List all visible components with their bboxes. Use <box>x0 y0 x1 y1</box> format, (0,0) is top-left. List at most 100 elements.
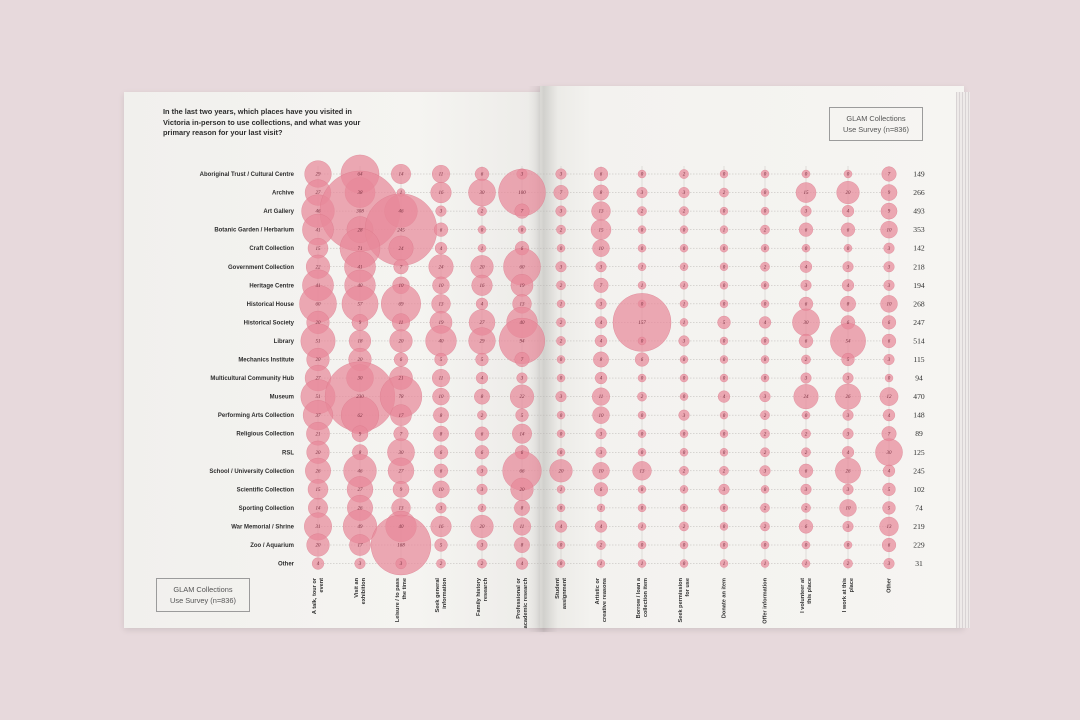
data-bubble <box>679 373 689 383</box>
bubble-value: 4 <box>481 377 484 382</box>
data-bubble <box>801 244 811 253</box>
bubble-value: 0 <box>888 377 891 382</box>
column-label: Professional or academic research <box>516 577 529 628</box>
bubble-value: 30 <box>480 191 486 196</box>
data-bubble <box>801 559 811 568</box>
data-bubble <box>556 485 566 494</box>
bubble-value: 20 <box>316 321 322 326</box>
data-bubble <box>679 485 689 494</box>
data-bubble <box>349 534 371 556</box>
bubble-value: 3 <box>888 358 891 363</box>
bubble-value: 26 <box>316 469 322 474</box>
bubble-value: 0 <box>560 377 563 382</box>
bubble-value: 3 <box>847 414 850 419</box>
column-label-line: Leisure / to pass <box>395 578 401 622</box>
bubble-value: 41 <box>358 265 363 270</box>
bubble-value: 20 <box>559 469 565 474</box>
data-bubble <box>719 187 729 198</box>
data-bubble <box>843 558 853 569</box>
data-bubble <box>678 409 690 421</box>
bubble-value: 1 <box>560 302 563 307</box>
data-bubble <box>593 482 609 497</box>
bubble-value: 2 <box>440 562 443 567</box>
row-total: 353 <box>913 225 925 234</box>
bubble-value: 1 <box>560 488 563 493</box>
bubble-value: 1 <box>600 562 603 567</box>
bubble-value: 2 <box>560 340 563 345</box>
data-bubble <box>433 463 449 478</box>
bubble-value: 4 <box>847 451 850 456</box>
data-bubble <box>637 448 647 457</box>
bubble-value: 30 <box>887 451 893 456</box>
row-total: 245 <box>913 466 925 475</box>
bubble-value: 0 <box>683 562 686 567</box>
bubble-value: 11 <box>599 395 604 400</box>
data-bubble <box>719 169 729 179</box>
bubble-value: 8 <box>847 302 850 307</box>
bubble-value: 10 <box>439 395 445 400</box>
data-bubble <box>391 164 411 184</box>
bubble-value: 13 <box>887 525 893 530</box>
bubble-value: 5 <box>440 358 443 363</box>
bubble-value: 3 <box>847 265 850 270</box>
data-bubble <box>760 410 770 420</box>
data-bubble <box>471 274 493 296</box>
column-label-line: Other <box>887 577 893 593</box>
data-bubble <box>370 514 432 576</box>
data-bubble <box>637 244 647 253</box>
bubble-value: 0 <box>764 340 767 345</box>
bubble-value: 2 <box>764 414 767 419</box>
data-bubble <box>594 316 608 329</box>
data-bubble <box>800 279 812 291</box>
column-label-line: Seek permission <box>678 577 684 622</box>
data-bubble <box>432 276 450 294</box>
data-bubble <box>801 428 811 439</box>
bubble-value: 2 <box>683 469 686 474</box>
bubble-value: 0 <box>723 284 726 289</box>
bubble-value: 27 <box>316 191 322 196</box>
data-bubble <box>636 187 648 199</box>
bubble-value: 13 <box>399 507 405 512</box>
column-label: Other <box>887 577 893 593</box>
bubble-value: 5 <box>888 507 891 512</box>
bubble-value: 7 <box>888 173 891 178</box>
bubble-value: 3 <box>847 432 850 437</box>
data-bubble <box>637 391 647 402</box>
data-bubble <box>513 517 531 536</box>
data-bubble <box>433 425 449 442</box>
bubble-value: 30 <box>399 451 405 456</box>
data-bubble <box>879 387 899 406</box>
bubble-value: 40 <box>358 284 364 289</box>
bubble-value: 5 <box>847 358 850 363</box>
data-bubble <box>758 316 772 329</box>
bubble-value: 5 <box>481 358 484 363</box>
data-bubble <box>836 181 860 205</box>
bubble-value: 78 <box>399 395 405 400</box>
bubble-value: 0 <box>764 377 767 382</box>
column-label: Donate an item <box>722 578 728 618</box>
bubble-value: 10 <box>439 284 445 289</box>
bubble-value: 0 <box>764 210 767 215</box>
data-bubble <box>798 222 814 237</box>
bubble-value: 27 <box>316 377 322 382</box>
data-bubble <box>718 483 730 495</box>
data-bubble <box>842 520 854 532</box>
data-bubble <box>760 261 770 272</box>
bubble-value: 20 <box>399 340 405 345</box>
column-label: Seek general information <box>435 577 448 612</box>
bubble-value: 69 <box>399 302 405 307</box>
bubble-value: 2 <box>764 451 767 456</box>
bubble-value: 4 <box>600 377 603 382</box>
bubble-value: 10 <box>846 507 852 512</box>
row-label: RSL <box>282 450 294 456</box>
bubble-value: 8 <box>440 432 443 437</box>
data-bubble <box>760 281 770 290</box>
data-bubble <box>470 514 494 538</box>
row-label: Scientific Collection <box>237 487 295 493</box>
data-bubble <box>556 299 566 309</box>
bubble-value: 1 <box>641 525 644 530</box>
data-bubble <box>882 482 896 496</box>
bubble-value: 27 <box>358 488 364 493</box>
data-bubble <box>719 281 729 290</box>
bubble-value: 0 <box>723 451 726 456</box>
